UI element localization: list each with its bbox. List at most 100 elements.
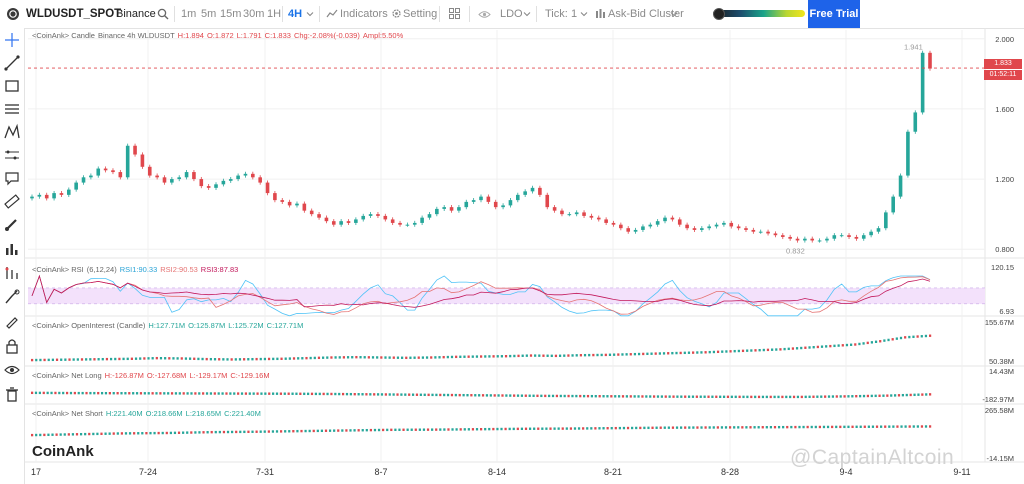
net-short-candle bbox=[684, 426, 687, 429]
parallel-lines-icon[interactable] bbox=[3, 146, 21, 164]
oi-candle bbox=[401, 356, 404, 359]
net-short-candle bbox=[79, 432, 83, 436]
net-long-candle bbox=[97, 391, 100, 395]
candle-body bbox=[243, 173, 248, 176]
lock-icon[interactable] bbox=[3, 337, 21, 355]
eye-icon[interactable] bbox=[3, 361, 21, 379]
net-short-candle bbox=[394, 428, 397, 432]
ruler-icon[interactable] bbox=[3, 192, 21, 210]
net-long-candle bbox=[921, 393, 924, 396]
ask-bid-cluster-select[interactable]: Ask-Bid Cluster bbox=[608, 8, 684, 20]
date-axis-label: 17 bbox=[31, 467, 41, 477]
high-marker-label: 1.941 bbox=[904, 43, 923, 52]
oi-candle bbox=[521, 354, 524, 357]
net-short-candle bbox=[182, 431, 185, 434]
oi-candle bbox=[484, 355, 487, 358]
candle-body bbox=[552, 207, 557, 211]
eye-toggle-icon[interactable] bbox=[478, 0, 491, 28]
net-short-candle bbox=[692, 426, 695, 429]
search-icon[interactable] bbox=[157, 0, 169, 28]
net-long-candle bbox=[676, 395, 679, 398]
oi-candle bbox=[704, 351, 707, 354]
candle-body bbox=[147, 166, 152, 176]
timeframe-1m[interactable]: 1m bbox=[181, 8, 197, 20]
panel-axis-label: -182.97M bbox=[982, 395, 1014, 404]
timeframe-1h[interactable]: 1H bbox=[267, 8, 282, 20]
indicator-icon[interactable] bbox=[3, 264, 21, 282]
timeframe-15m[interactable]: 15m bbox=[220, 8, 242, 20]
chevron-down-icon[interactable] bbox=[523, 0, 531, 28]
free-trial-button[interactable]: Free Trial bbox=[808, 0, 860, 28]
net-short-candle bbox=[741, 426, 744, 429]
net-short-candle bbox=[777, 425, 781, 429]
horizontal-lines-icon[interactable] bbox=[3, 100, 21, 118]
oi-candle bbox=[438, 356, 441, 359]
layout-grid-icon[interactable] bbox=[449, 0, 460, 28]
oi-candle bbox=[625, 353, 628, 356]
pattern-icon[interactable] bbox=[3, 123, 21, 141]
candle-body bbox=[604, 219, 608, 223]
timeframe-5m[interactable]: 5m bbox=[201, 8, 217, 20]
candle-body bbox=[59, 193, 64, 195]
oi-candle bbox=[795, 347, 799, 350]
net-long-candle bbox=[656, 395, 660, 398]
cluster-icon[interactable] bbox=[595, 0, 606, 28]
oi-candle bbox=[455, 355, 458, 359]
net-short-candle bbox=[292, 430, 295, 433]
candle-body bbox=[44, 194, 49, 199]
candle-body bbox=[383, 215, 388, 220]
rsi-overbought-band bbox=[28, 287, 985, 304]
net-short-candle bbox=[251, 430, 254, 433]
compare-symbol[interactable]: LDO bbox=[500, 8, 523, 20]
rectangle-icon[interactable] bbox=[3, 77, 21, 95]
oi-candle bbox=[101, 357, 104, 361]
pencil-lock-icon[interactable] bbox=[3, 312, 21, 330]
net-short-candle bbox=[843, 425, 846, 429]
gear-icon[interactable] bbox=[391, 0, 402, 28]
oi-prefix: <CoinAnk> OpenInterest (Candle) bbox=[32, 321, 146, 330]
last-price-tag: 1.833 bbox=[984, 59, 1022, 69]
trash-icon[interactable] bbox=[3, 385, 21, 403]
timeframe-30m[interactable]: 30m bbox=[243, 8, 265, 20]
timeframe-4h[interactable]: 4H bbox=[288, 8, 303, 20]
symbol-icon[interactable] bbox=[6, 0, 20, 28]
heatmap-color-slider[interactable] bbox=[713, 10, 805, 17]
net-long-candle bbox=[400, 393, 403, 396]
net-long-legend: <CoinAnk> Net Long H:-126.87M O:-127.68M L:… bbox=[32, 371, 273, 380]
oi-candle bbox=[355, 355, 358, 359]
indicators-button[interactable]: Indicators bbox=[340, 8, 388, 20]
price-candles[interactable]: 1.941 0.832 bbox=[28, 43, 985, 256]
candle-body bbox=[192, 172, 196, 180]
chevron-down-icon[interactable] bbox=[580, 0, 588, 28]
net-short-candle bbox=[239, 430, 242, 434]
oi-candle bbox=[43, 358, 46, 362]
symbol-name[interactable]: WLDUSDT_SPOT bbox=[26, 8, 122, 20]
slider-handle[interactable] bbox=[713, 8, 725, 20]
crosshair-icon[interactable] bbox=[3, 31, 21, 49]
chevron-down-icon[interactable] bbox=[306, 0, 314, 28]
bar-chart-icon[interactable] bbox=[3, 240, 21, 258]
comment-icon[interactable] bbox=[3, 169, 21, 187]
net-long-candle bbox=[89, 391, 92, 395]
oi-candle bbox=[571, 354, 574, 357]
candle-body bbox=[471, 200, 476, 202]
net-long-candle bbox=[816, 395, 819, 398]
exchange-name[interactable]: Binance bbox=[116, 8, 156, 20]
net-long-candle bbox=[439, 393, 442, 397]
indicators-icon[interactable] bbox=[326, 0, 338, 28]
net-long-candle bbox=[839, 395, 842, 398]
rsi-legend: <CoinAnk> RSI (6,12,24) RSI1:90.33 RSI2:90.… bbox=[32, 265, 241, 274]
net-long-candle bbox=[583, 394, 586, 398]
net-long-candle bbox=[182, 392, 185, 395]
oi-candle bbox=[904, 336, 907, 339]
brush-icon[interactable] bbox=[3, 215, 21, 233]
setting-button[interactable]: Setting bbox=[403, 8, 438, 20]
oi-candle bbox=[471, 355, 474, 358]
chevron-down-icon[interactable] bbox=[670, 0, 678, 28]
oi-candle bbox=[234, 358, 237, 361]
net-short-candle bbox=[214, 430, 217, 434]
magnet-icon[interactable] bbox=[3, 288, 21, 306]
trendline-icon[interactable] bbox=[3, 54, 21, 72]
tick-select[interactable]: 1 bbox=[571, 8, 578, 20]
